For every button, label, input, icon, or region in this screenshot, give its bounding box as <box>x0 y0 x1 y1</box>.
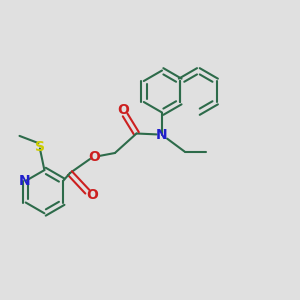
Text: N: N <box>156 128 168 142</box>
Text: S: S <box>35 140 45 154</box>
Text: O: O <box>117 103 129 117</box>
Text: O: O <box>88 150 101 164</box>
Text: N: N <box>18 174 30 188</box>
Text: O: O <box>86 188 98 202</box>
